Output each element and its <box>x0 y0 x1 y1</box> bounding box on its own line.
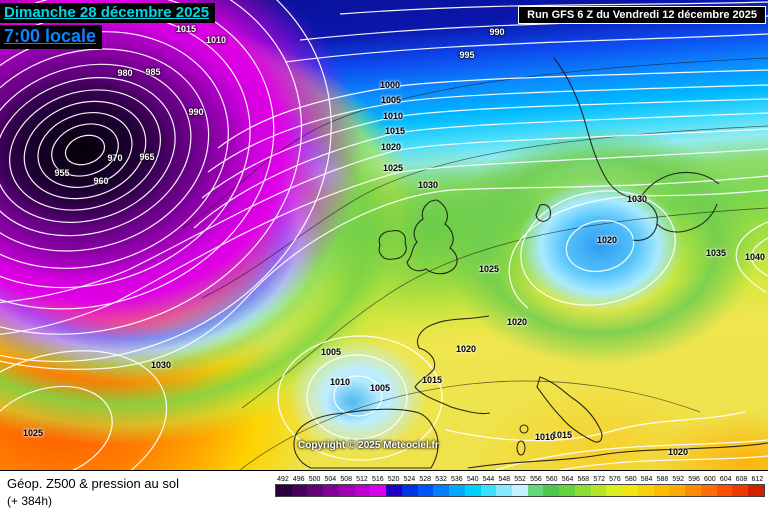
legend-value: 564 <box>561 476 574 483</box>
legend-value: 540 <box>466 476 479 483</box>
legend-swatch <box>590 485 607 496</box>
legend-swatch <box>700 485 717 496</box>
legend-swatch <box>512 485 528 496</box>
legend-value: 544 <box>482 476 495 483</box>
legend-value: 592 <box>672 476 685 483</box>
legend-swatch <box>276 485 292 496</box>
legend-value: 532 <box>435 476 447 483</box>
legend-values: 492 496 500 504 508 512 516 520 524 528 532 536 540 5… <box>275 475 765 484</box>
legend-value: 576 <box>609 476 621 483</box>
forecast-date: Dimanche 28 décembre 2025 <box>0 3 216 23</box>
legend-swatch <box>716 485 733 496</box>
map-parameter-title: Géop. Z500 & pression au sol <box>7 476 179 491</box>
legend-swatch <box>433 485 450 496</box>
legend-value: 568 <box>577 476 590 483</box>
legend-swatch <box>748 485 764 496</box>
geopotential-contours <box>181 57 768 470</box>
map-canvas: 955 960 970 965 980 985 990 1010 1015 990 995 1000 1… <box>0 0 768 470</box>
legend-value: 584 <box>640 476 653 483</box>
legend-swatch <box>637 485 654 496</box>
legend-swatch <box>323 485 339 496</box>
legend-swatch <box>307 485 324 496</box>
legend-swatch <box>338 485 355 496</box>
legend-swatch <box>527 485 544 496</box>
legend-swatch <box>449 485 465 496</box>
legend-swatch <box>732 485 749 496</box>
legend-value: 572 <box>593 476 605 483</box>
legend-colorbar <box>275 484 765 497</box>
geopotential-color-field <box>0 0 768 470</box>
legend-swatch <box>574 485 591 496</box>
legend-value: 516 <box>371 476 384 483</box>
legend-swatch <box>622 485 638 496</box>
legend-swatch <box>417 485 434 496</box>
copyright-text: Copyright © 2025 Meteociel.fr <box>298 440 439 451</box>
legend-value: 588 <box>656 476 669 483</box>
legend-value: 492 <box>277 476 289 483</box>
legend-swatch <box>291 485 308 496</box>
legend-swatch <box>496 485 513 496</box>
legend-swatch <box>370 485 387 496</box>
legend-swatch <box>480 485 497 496</box>
legend-swatch <box>386 485 402 496</box>
legend-swatch <box>669 485 686 496</box>
coastlines <box>293 57 768 469</box>
legend-value: 600 <box>704 476 716 483</box>
legend-value: 612 <box>751 476 764 483</box>
legend-value: 528 <box>419 476 432 483</box>
legend-swatch <box>559 485 575 496</box>
legend-value: 536 <box>451 476 463 483</box>
legend-value: 512 <box>356 476 368 483</box>
legend-value: 504 <box>324 476 337 483</box>
legend-swatch <box>543 485 560 496</box>
legend-swatch <box>606 485 623 496</box>
map-footer: Géop. Z500 & pression au sol (+ 384h) 49… <box>0 470 768 512</box>
legend-value: 520 <box>387 476 400 483</box>
isobar-contours <box>0 0 768 470</box>
legend-value: 548 <box>498 476 511 483</box>
legend-value: 604 <box>719 476 732 483</box>
legend-value: 508 <box>340 476 352 483</box>
legend-value: 552 <box>514 476 526 483</box>
legend-value: 608 <box>735 476 748 483</box>
legend-value: 560 <box>545 476 558 483</box>
legend-value: 556 <box>530 476 542 483</box>
contour-overlay <box>0 0 768 470</box>
legend-swatch <box>685 485 701 496</box>
legend-scale: 492 496 500 504 508 512 516 520 524 528 532 536 540 5… <box>275 475 765 497</box>
model-run-info: Run GFS 6 Z du Vendredi 12 décembre 2025 <box>518 6 766 24</box>
legend-value: 596 <box>688 476 700 483</box>
forecast-time: 7:00 locale <box>0 25 103 49</box>
legend-value: 524 <box>403 476 416 483</box>
legend-swatch <box>464 485 481 496</box>
legend-value: 500 <box>308 476 321 483</box>
legend-value: 580 <box>624 476 637 483</box>
forecast-step: (+ 384h) <box>7 494 53 508</box>
legend-swatch <box>354 485 371 496</box>
legend-value: 496 <box>292 476 305 483</box>
legend-swatch <box>401 485 418 496</box>
legend-swatch <box>653 485 670 496</box>
